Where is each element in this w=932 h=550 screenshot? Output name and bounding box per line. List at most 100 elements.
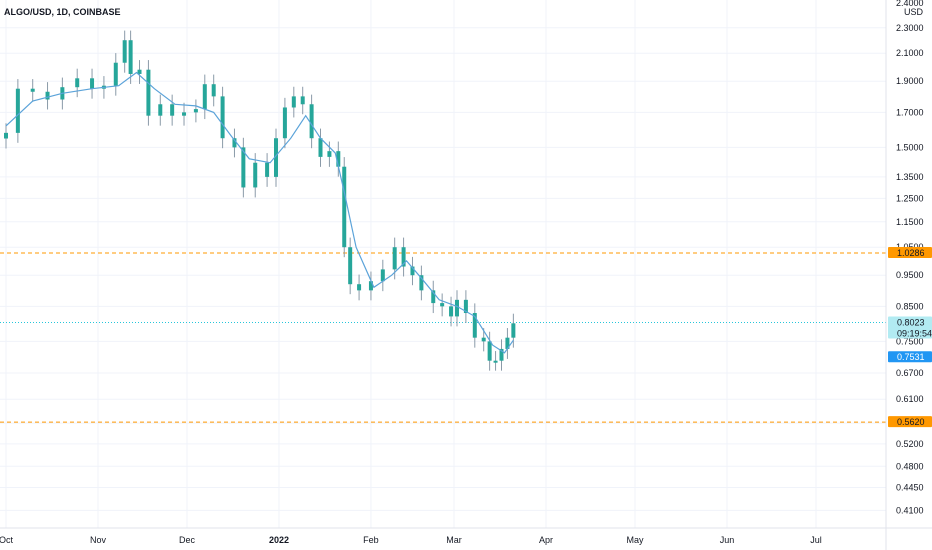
time-tick-label: Oct xyxy=(0,535,13,545)
moving-average xyxy=(5,71,514,354)
candle-body xyxy=(327,151,332,157)
candle-body xyxy=(158,104,163,116)
candle-body xyxy=(380,269,385,282)
price-tick-label: 1.3500 xyxy=(896,172,924,182)
price-tick-label: 0.4800 xyxy=(896,461,924,471)
price-tick-label: 1.5000 xyxy=(896,142,924,152)
candle-body xyxy=(211,84,216,97)
candle-body xyxy=(137,69,142,74)
price-tick-label: 0.4450 xyxy=(896,482,924,492)
candle-body xyxy=(202,84,207,110)
price-tick-label: 1.9000 xyxy=(896,76,924,86)
price-tick-label: 0.8500 xyxy=(896,301,924,311)
current-price-label-bg xyxy=(888,316,932,339)
candle-body xyxy=(113,62,118,86)
price-tick-label: 1.2500 xyxy=(896,193,924,203)
alert-level-label-bg xyxy=(888,416,932,428)
price-tick-label: 0.7500 xyxy=(896,336,924,346)
candle-body xyxy=(146,69,151,116)
candle-body xyxy=(4,132,8,139)
candle-body xyxy=(282,107,287,139)
candle-body xyxy=(274,138,278,177)
horizontal-levels xyxy=(0,252,886,423)
time-tick-label: May xyxy=(627,535,645,545)
candle-body xyxy=(193,109,198,113)
symbol-title: ALGO/USD, 1D, COINBASE xyxy=(4,7,121,17)
candle-body xyxy=(499,348,504,361)
candle-body xyxy=(342,166,347,248)
time-tick-label: Mar xyxy=(446,535,462,545)
ma-value-label: 0.7531 xyxy=(897,352,925,362)
candle-body xyxy=(449,306,454,317)
price-tick-label-top: 2.4000 xyxy=(896,0,924,8)
price-tick-label: 0.5200 xyxy=(896,439,924,449)
time-tick-label: Feb xyxy=(363,535,379,545)
price-tick-label: 0.9500 xyxy=(896,270,924,280)
candle-body xyxy=(401,247,406,267)
candle-body xyxy=(318,138,323,157)
candles xyxy=(4,40,516,363)
candle-body xyxy=(15,88,20,133)
candle-body xyxy=(472,313,477,338)
candle-body xyxy=(128,40,133,74)
currency-label: USD xyxy=(904,7,924,17)
alert-level-label-bg xyxy=(888,246,932,258)
candle-body xyxy=(440,303,445,307)
price-tick-label: 1.7000 xyxy=(896,107,924,117)
candle-body xyxy=(265,162,270,177)
price-tick-label: 2.3000 xyxy=(896,23,924,33)
candle-body xyxy=(90,78,95,89)
candle-body xyxy=(220,96,225,139)
candle-body xyxy=(368,281,373,291)
candle-body xyxy=(487,341,492,361)
price-tick-label: 0.6100 xyxy=(896,394,924,404)
candle-body xyxy=(253,162,258,188)
candle-body xyxy=(122,40,127,63)
time-tick-label: Jun xyxy=(720,535,735,545)
current-price-label: 0.8023 xyxy=(897,318,925,328)
candle-body xyxy=(75,78,80,88)
candle-body xyxy=(511,323,516,338)
candle-body xyxy=(493,360,498,363)
candle-body xyxy=(309,104,314,139)
candle-body xyxy=(419,275,424,291)
moving-average-line xyxy=(5,71,514,354)
candle-body xyxy=(348,247,353,285)
ma-value-label-bg xyxy=(888,351,932,363)
alert-level-label: 1.0286 xyxy=(897,248,925,258)
grid-lines xyxy=(0,0,886,528)
time-tick-label: Nov xyxy=(90,535,107,545)
current-price-label-countdown: 09:19:54 xyxy=(897,329,932,339)
candle-body xyxy=(241,147,246,188)
candle-body xyxy=(336,151,341,167)
time-tick-label: 2022 xyxy=(269,535,289,545)
alert-level-label: 0.5620 xyxy=(897,417,925,427)
price-axis[interactable]: 2.3000 2.1000 1.9000 1.7000 1.5000 1.3500 1.25… xyxy=(885,0,924,550)
candle-body xyxy=(300,96,305,105)
candle-body xyxy=(454,299,459,317)
candle-body xyxy=(232,138,237,148)
candle-body xyxy=(45,91,50,100)
candle-body xyxy=(392,247,397,270)
candle-body xyxy=(410,266,415,276)
price-tick-label: 2.1000 xyxy=(896,48,924,58)
candle-body xyxy=(505,337,510,349)
time-axis[interactable]: Oct Nov Dec 2022 Feb Mar Apr May Jun Jul xyxy=(0,527,932,545)
price-tick-label: 0.6700 xyxy=(896,368,924,378)
candle-body xyxy=(170,104,175,116)
candle-body xyxy=(481,337,486,342)
candle-body xyxy=(431,290,436,304)
candle-body xyxy=(357,284,362,291)
time-tick-label: Jul xyxy=(810,535,822,545)
price-tick-label: 1.1500 xyxy=(896,217,924,227)
candle-body xyxy=(30,88,35,92)
time-tick-label: Apr xyxy=(539,535,553,545)
price-tick-label: 0.4100 xyxy=(896,505,924,515)
candle-body xyxy=(291,96,296,108)
candle-body xyxy=(463,299,468,314)
time-tick-label: Dec xyxy=(179,535,196,545)
candle-body xyxy=(182,112,187,116)
